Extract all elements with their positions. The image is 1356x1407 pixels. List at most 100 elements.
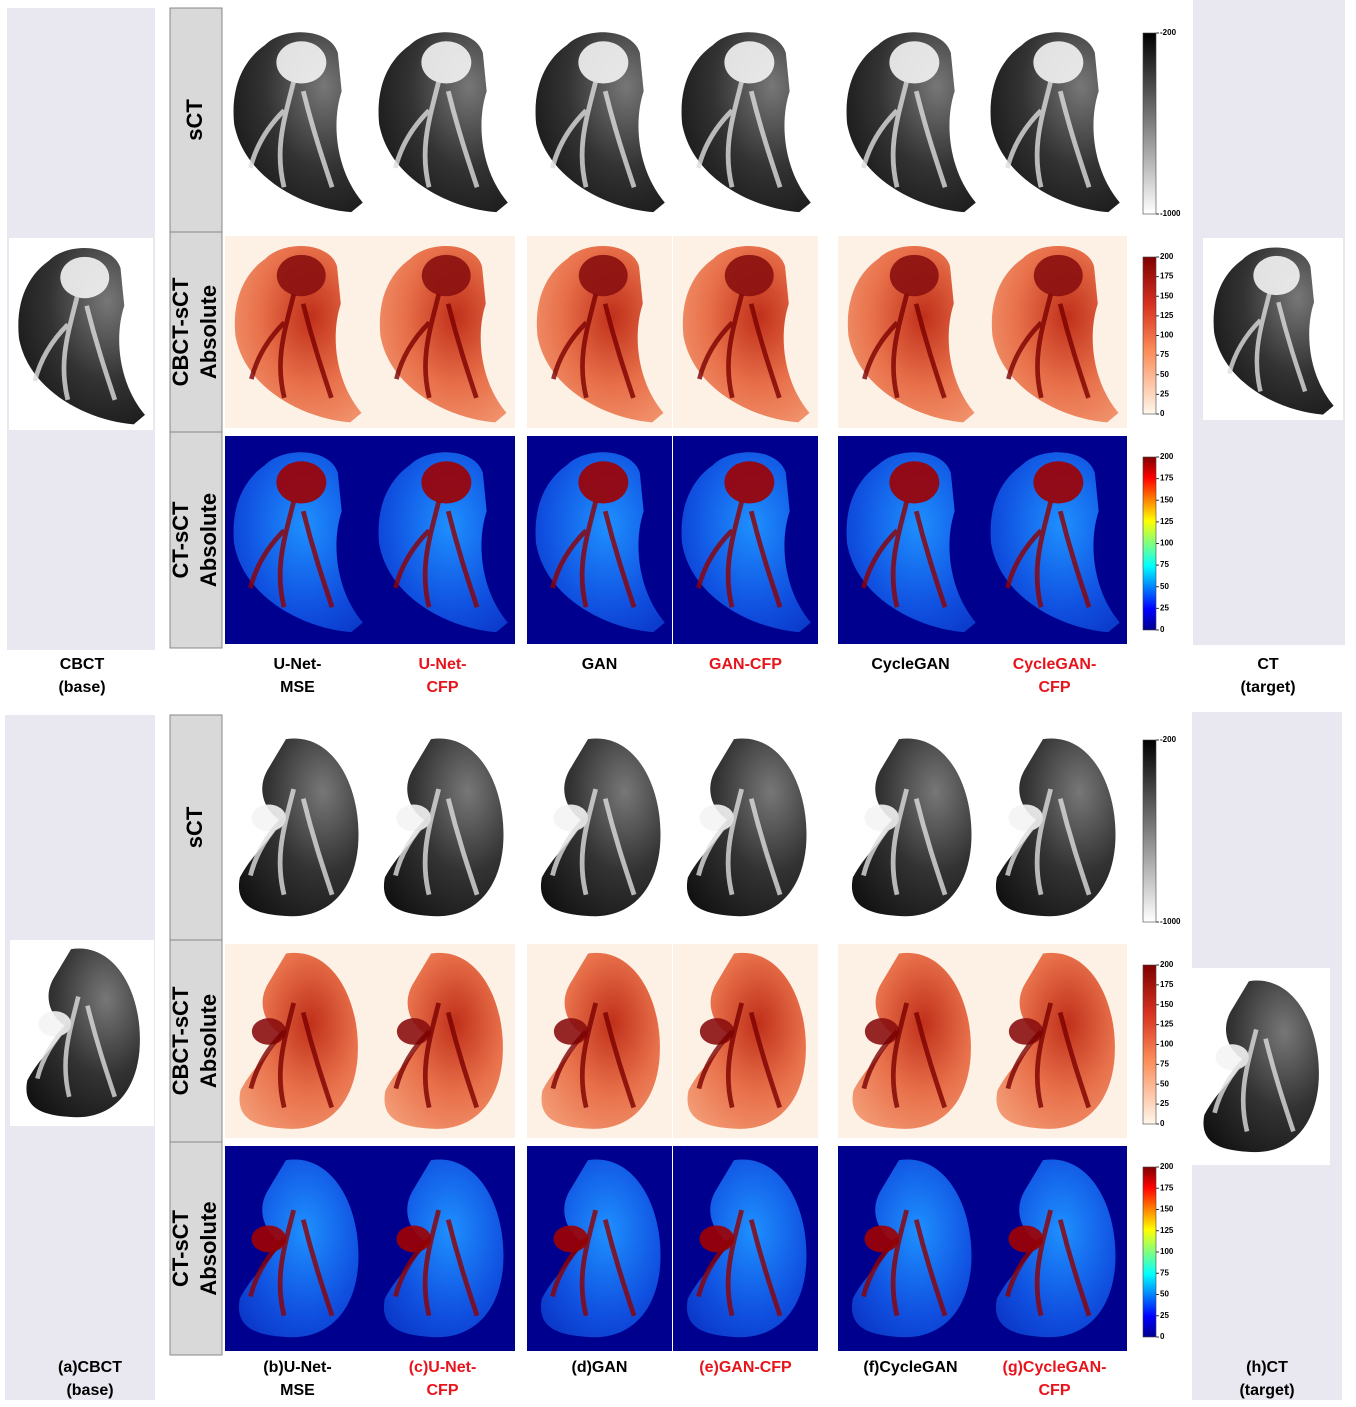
colorbar-tick-label: 0: [1160, 409, 1165, 418]
image: [225, 719, 370, 936]
image: [673, 1146, 818, 1351]
lung-feature: [889, 461, 939, 503]
image: [673, 436, 818, 644]
image: [673, 12, 818, 228]
image: [370, 719, 515, 936]
base-label: (base): [66, 1382, 113, 1399]
image: [838, 12, 983, 228]
colorbar-tick-label: 25: [1160, 1099, 1169, 1108]
image: [527, 12, 672, 228]
image: [673, 236, 818, 428]
image: [838, 436, 983, 644]
colorbar-tick-label: 100: [1160, 331, 1174, 340]
base-label: CBCT: [60, 656, 105, 673]
colorbar-tick-label: 25: [1160, 603, 1169, 612]
image: [225, 436, 370, 644]
base-label: (base): [58, 679, 105, 696]
image: [1203, 238, 1343, 420]
method-label: GAN-CFP: [709, 656, 782, 673]
colorbar-tick-label: 75: [1160, 350, 1169, 359]
lung-feature: [1033, 41, 1083, 83]
image: [673, 944, 818, 1138]
colorbar: [1143, 33, 1156, 214]
colorbar-tick-label: 150: [1160, 495, 1174, 504]
image: [982, 12, 1127, 228]
image: [982, 436, 1127, 644]
colorbar-tick-label: -1000: [1160, 917, 1181, 926]
method-label: MSE: [280, 679, 315, 696]
colorbar-tick-label: 125: [1160, 311, 1174, 320]
method-label: U-Net-: [419, 656, 467, 673]
colorbar-tick-label: 125: [1160, 1020, 1174, 1029]
lung-feature: [579, 255, 628, 296]
colorbar-tick-label: 100: [1160, 1247, 1174, 1256]
image: [982, 944, 1127, 1138]
image: [838, 1146, 983, 1351]
colorbar-tick-label: 0: [1160, 1119, 1165, 1128]
method-label: CFP: [1039, 679, 1071, 696]
method-label: CFP: [427, 679, 459, 696]
lung-feature: [1253, 256, 1299, 295]
colorbar-tick-label: 75: [1160, 560, 1169, 569]
image: [527, 236, 672, 428]
lung-feature: [724, 461, 774, 503]
lung-feature: [889, 41, 939, 83]
colorbar-tick-label: 75: [1160, 1059, 1169, 1068]
image: [673, 719, 818, 936]
image: [982, 236, 1127, 428]
image: [982, 1146, 1127, 1351]
image: [982, 719, 1127, 936]
colorbar-tick-label: -200: [1160, 28, 1177, 37]
target-label: (h)CT: [1246, 1359, 1288, 1376]
method-label: CFP: [427, 1382, 459, 1399]
row-label: CBCT-sCT: [168, 986, 193, 1095]
colorbar: [1143, 1167, 1156, 1337]
method-label: CycleGAN: [871, 656, 949, 673]
colorbar-tick-label: 25: [1160, 389, 1169, 398]
row-label: sCT: [182, 806, 207, 848]
lung-feature: [578, 461, 628, 503]
colorbar-tick-label: 150: [1160, 1000, 1174, 1009]
image: [838, 236, 983, 428]
row-label: Absolute: [196, 493, 221, 587]
target-label: CT: [1257, 656, 1279, 673]
colorbar: [1143, 257, 1156, 414]
colorbar-tick-label: 0: [1160, 625, 1165, 634]
image: [370, 944, 515, 1138]
row-label: Absolute: [196, 285, 221, 379]
method-label: (b)U-Net-: [263, 1359, 331, 1376]
colorbar-tick-label: 175: [1160, 474, 1174, 483]
colorbar: [1143, 457, 1156, 630]
row-label: sCT: [182, 99, 207, 141]
colorbar-tick-label: 50: [1160, 582, 1169, 591]
colorbar-tick-label: 125: [1160, 517, 1174, 526]
method-label: (d)GAN: [572, 1359, 628, 1376]
figure: CBCT (base) CT (target) sCT -200 -1000 CBCT-sCT…: [0, 0, 1356, 1407]
image: [9, 238, 153, 430]
lung-feature: [724, 41, 774, 83]
target-label: (target): [1239, 1382, 1294, 1399]
row-label: CT-sCT: [168, 1209, 193, 1287]
lung-feature: [421, 461, 471, 503]
colorbar-tick-label: 200: [1160, 252, 1174, 261]
colorbar-tick-label: 150: [1160, 291, 1174, 300]
method-label: GAN: [582, 656, 618, 673]
method-label: (e)GAN-CFP: [699, 1359, 792, 1376]
colorbar-tick-label: -200: [1160, 735, 1177, 744]
image: [225, 12, 370, 228]
colorbar-tick-label: 200: [1160, 960, 1174, 969]
row-label: CT-sCT: [168, 501, 193, 579]
colorbar-tick-label: 50: [1160, 370, 1169, 379]
colorbar-tick-label: 200: [1160, 452, 1174, 461]
row-label: CBCT-sCT: [168, 277, 193, 386]
colorbar: [1143, 965, 1156, 1124]
image: [370, 236, 515, 428]
lung-feature: [578, 41, 628, 83]
lung-feature: [725, 255, 774, 296]
colorbar-tick-label: 150: [1160, 1205, 1174, 1214]
colorbar-tick-label: 25: [1160, 1311, 1169, 1320]
colorbar-tick-label: -1000: [1160, 209, 1181, 218]
method-label: U-Net-: [274, 656, 322, 673]
target-label: (target): [1240, 679, 1295, 696]
lung-feature: [421, 41, 471, 83]
